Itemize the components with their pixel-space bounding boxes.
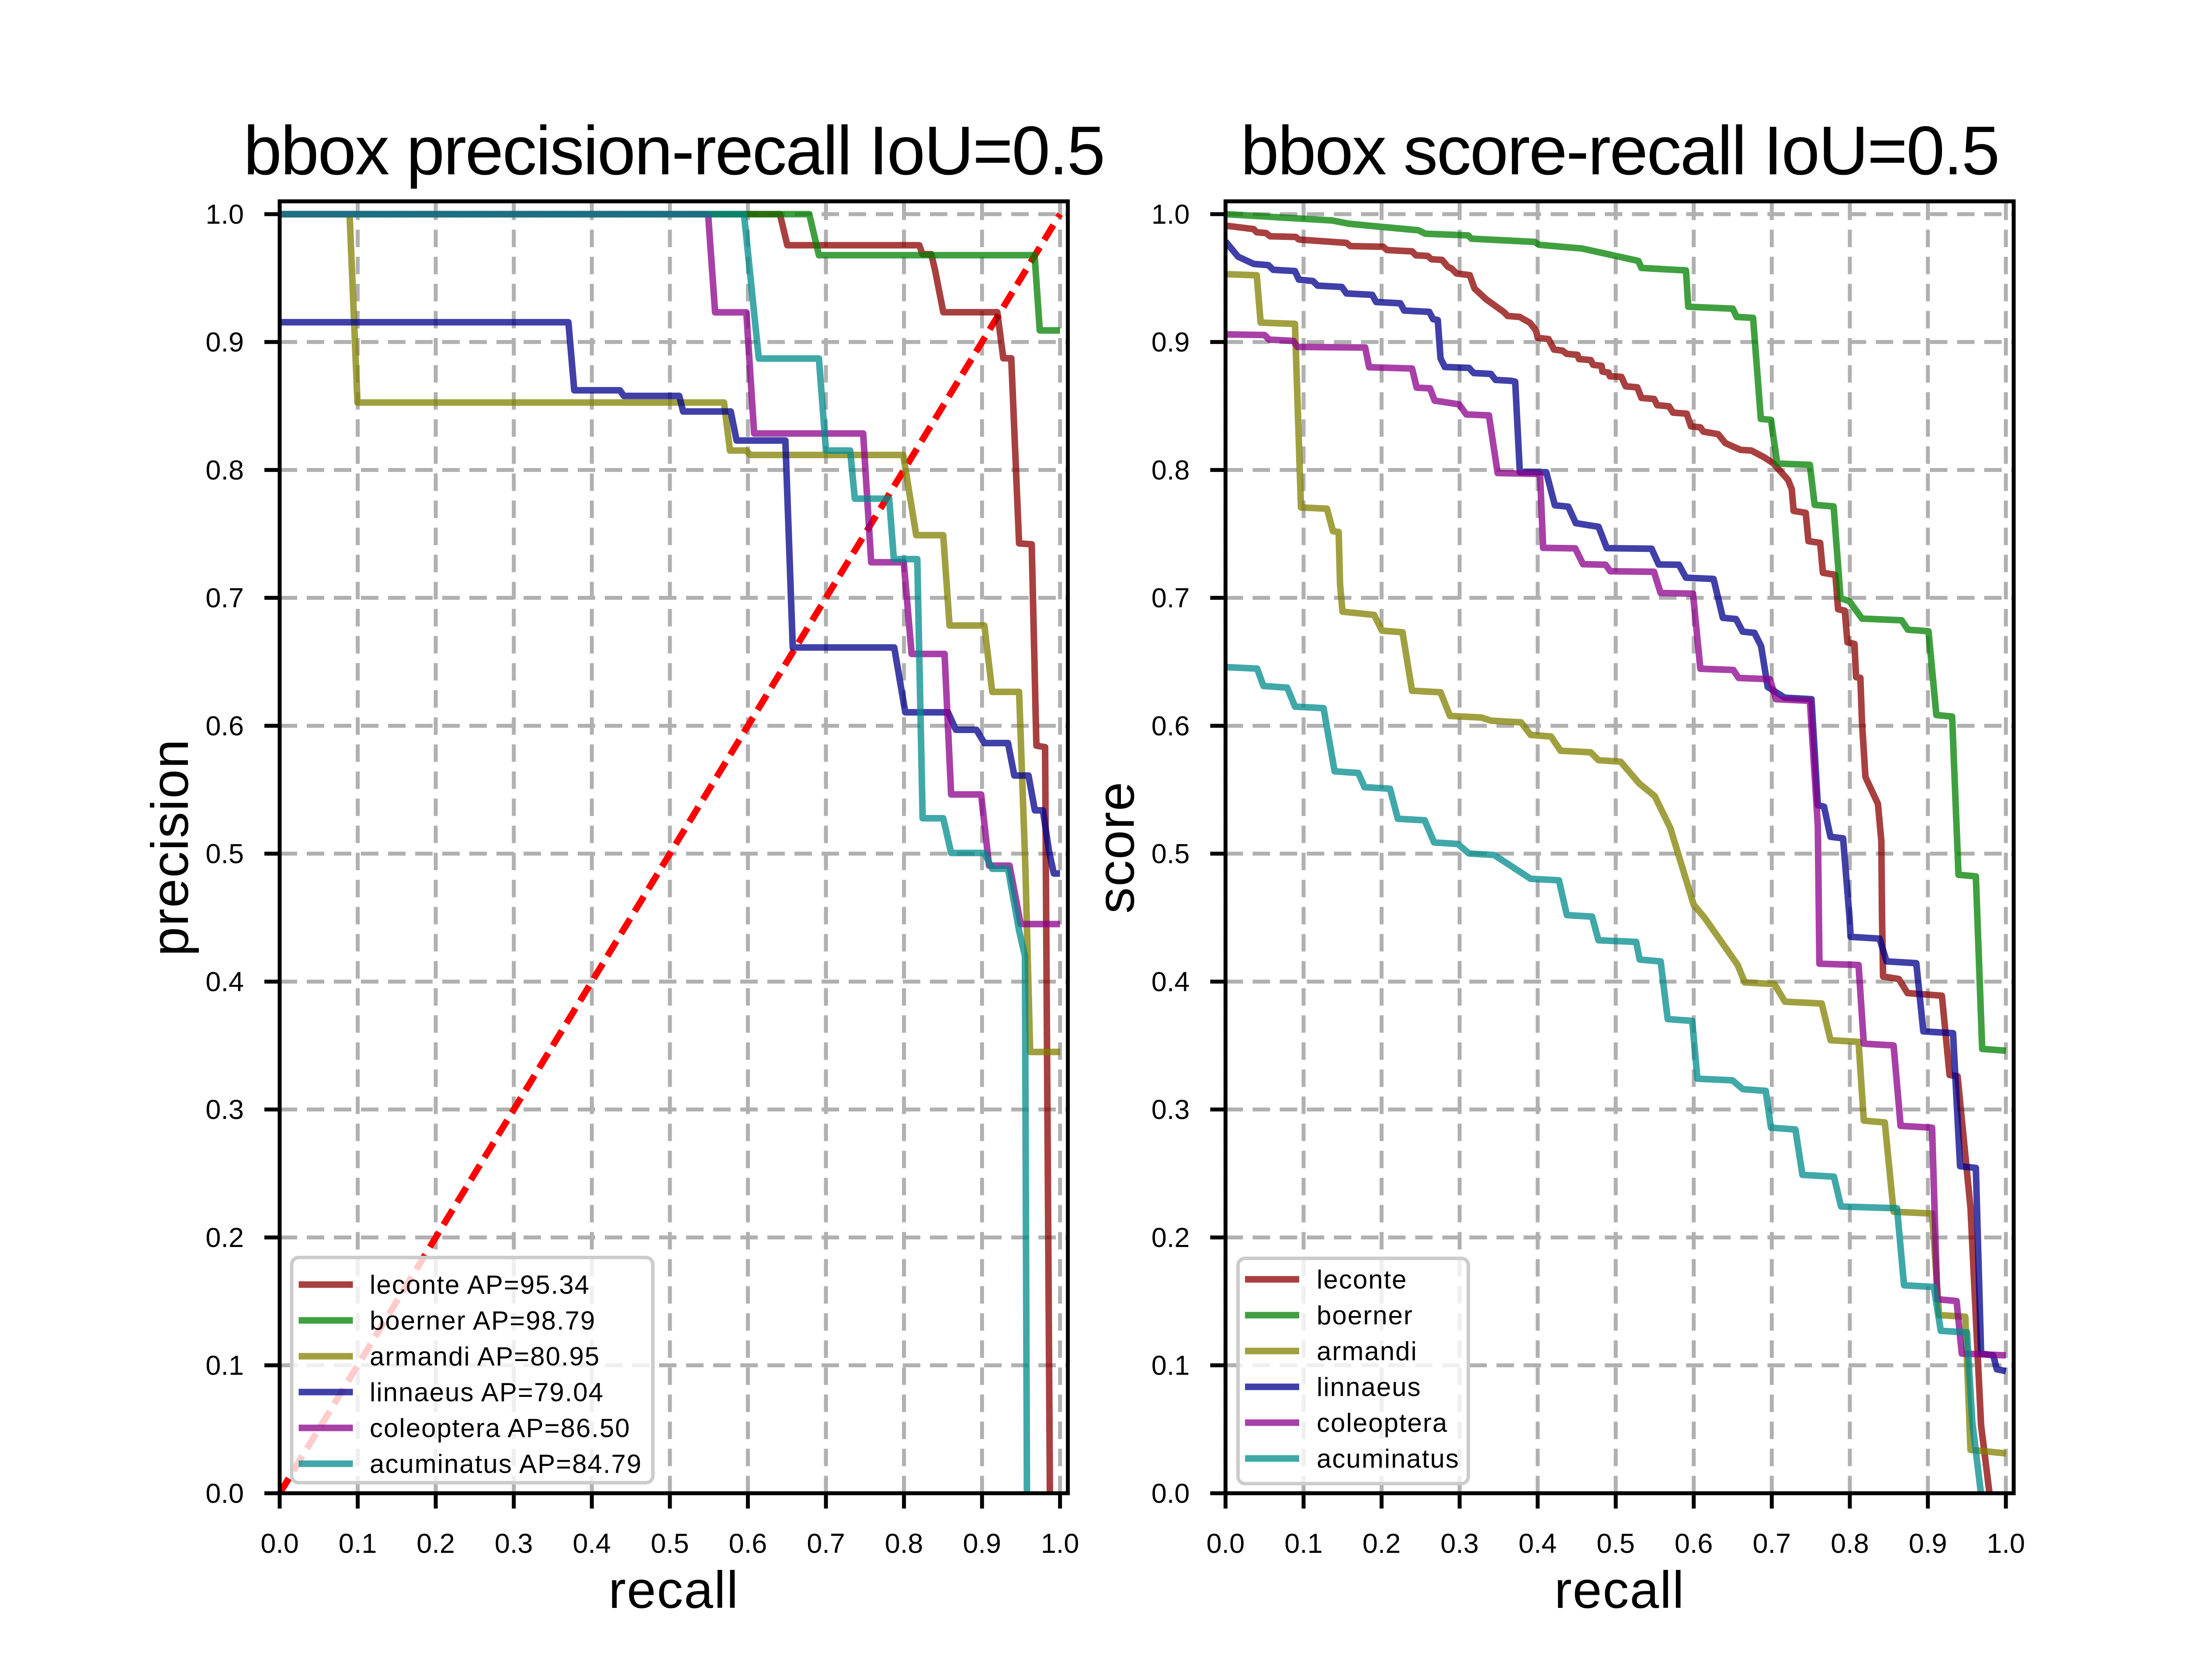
svg-text:bbox precision-recall IoU=0.5: bbox precision-recall IoU=0.5: [243, 112, 1104, 189]
svg-text:1.0: 1.0: [1151, 199, 1190, 230]
svg-text:0.6: 0.6: [1151, 711, 1190, 741]
svg-text:coleoptera: coleoptera: [1317, 1408, 1448, 1438]
svg-text:0.2: 0.2: [205, 1223, 244, 1253]
svg-text:armandi AP=80.95: armandi AP=80.95: [370, 1342, 600, 1371]
svg-text:0.0: 0.0: [1207, 1528, 1245, 1559]
svg-text:0.1: 0.1: [339, 1528, 377, 1559]
svg-text:0.7: 0.7: [1151, 583, 1190, 613]
svg-text:recall: recall: [1554, 1561, 1685, 1619]
svg-text:0.3: 0.3: [1151, 1095, 1190, 1125]
svg-text:0.5: 0.5: [651, 1528, 689, 1559]
svg-text:0.7: 0.7: [205, 583, 244, 613]
svg-text:precision: precision: [141, 738, 199, 956]
svg-text:0.5: 0.5: [1151, 839, 1190, 869]
svg-text:0.8: 0.8: [205, 455, 244, 485]
svg-text:boerner: boerner: [1317, 1301, 1413, 1330]
svg-text:0.3: 0.3: [205, 1095, 244, 1125]
svg-text:0.0: 0.0: [205, 1478, 244, 1509]
svg-text:0.5: 0.5: [205, 839, 244, 869]
svg-text:acuminatus AP=84.79: acuminatus AP=84.79: [370, 1449, 642, 1479]
svg-text:1.0: 1.0: [205, 199, 244, 230]
svg-text:0.2: 0.2: [1151, 1223, 1190, 1253]
svg-text:leconte: leconte: [1317, 1265, 1407, 1294]
svg-text:0.8: 0.8: [1831, 1528, 1869, 1559]
svg-text:acuminatus: acuminatus: [1317, 1444, 1460, 1473]
svg-text:bbox score-recall IoU=0.5: bbox score-recall IoU=0.5: [1241, 112, 1999, 189]
svg-text:0.9: 0.9: [1151, 327, 1190, 358]
svg-text:0.2: 0.2: [416, 1528, 455, 1559]
svg-text:0.6: 0.6: [729, 1528, 767, 1559]
svg-text:0.4: 0.4: [205, 966, 244, 997]
svg-text:0.4: 0.4: [573, 1528, 611, 1559]
svg-text:0.9: 0.9: [205, 327, 244, 358]
svg-text:leconte AP=95.34: leconte AP=95.34: [370, 1270, 590, 1299]
svg-text:0.1: 0.1: [1151, 1351, 1190, 1381]
svg-text:0.9: 0.9: [963, 1528, 1001, 1559]
svg-text:linnaeus AP=79.04: linnaeus AP=79.04: [370, 1378, 604, 1407]
svg-text:recall: recall: [608, 1561, 739, 1619]
svg-text:0.6: 0.6: [1675, 1528, 1713, 1559]
svg-text:armandi: armandi: [1317, 1337, 1418, 1366]
svg-text:0.0: 0.0: [260, 1528, 299, 1559]
svg-text:linnaeus: linnaeus: [1317, 1372, 1422, 1402]
svg-text:0.9: 0.9: [1909, 1528, 1947, 1559]
svg-text:boerner AP=98.79: boerner AP=98.79: [370, 1306, 596, 1335]
svg-text:0.8: 0.8: [885, 1528, 923, 1559]
svg-text:0.4: 0.4: [1151, 966, 1190, 997]
svg-text:score: score: [1086, 781, 1145, 913]
svg-text:0.5: 0.5: [1597, 1528, 1635, 1559]
svg-text:1.0: 1.0: [1987, 1528, 2025, 1559]
svg-text:0.1: 0.1: [1284, 1528, 1323, 1559]
svg-text:0.3: 0.3: [1440, 1528, 1479, 1559]
svg-text:0.7: 0.7: [1753, 1528, 1791, 1559]
svg-text:0.3: 0.3: [495, 1528, 533, 1559]
svg-text:0.7: 0.7: [807, 1528, 845, 1559]
svg-text:0.1: 0.1: [205, 1351, 244, 1381]
svg-text:0.2: 0.2: [1363, 1528, 1401, 1559]
svg-text:coleoptera AP=86.50: coleoptera AP=86.50: [370, 1413, 631, 1443]
svg-text:0.6: 0.6: [205, 711, 244, 741]
svg-text:1.0: 1.0: [1041, 1528, 1079, 1559]
svg-text:0.8: 0.8: [1151, 455, 1190, 485]
svg-text:0.0: 0.0: [1151, 1478, 1190, 1509]
svg-text:0.4: 0.4: [1519, 1528, 1557, 1559]
